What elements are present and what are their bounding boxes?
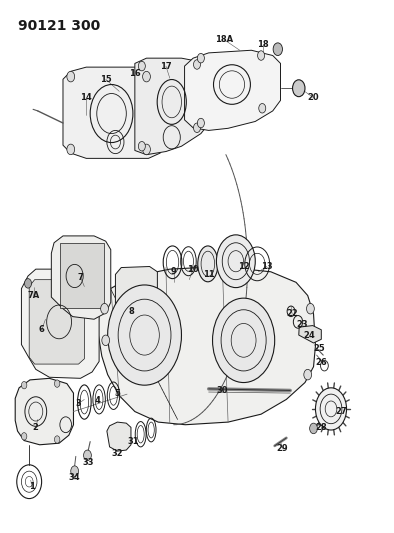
Circle shape: [258, 51, 265, 60]
Text: 15: 15: [100, 75, 112, 84]
Polygon shape: [60, 243, 104, 308]
Circle shape: [138, 141, 145, 151]
Polygon shape: [107, 422, 131, 451]
Circle shape: [193, 60, 201, 69]
Circle shape: [197, 118, 204, 128]
Polygon shape: [115, 266, 157, 315]
Text: 11: 11: [203, 270, 214, 279]
Circle shape: [21, 433, 27, 440]
Circle shape: [108, 285, 182, 385]
Circle shape: [67, 71, 74, 82]
Circle shape: [54, 380, 60, 387]
Text: 6: 6: [39, 325, 45, 334]
Text: 10: 10: [187, 265, 199, 273]
Circle shape: [259, 103, 266, 113]
Text: 32: 32: [112, 449, 123, 458]
Text: 28: 28: [316, 423, 327, 432]
Text: 90121 300: 90121 300: [18, 19, 100, 33]
Text: 7A: 7A: [28, 291, 40, 300]
Text: 14: 14: [80, 93, 92, 102]
Polygon shape: [184, 50, 281, 131]
Text: 22: 22: [286, 310, 298, 319]
Polygon shape: [98, 266, 316, 425]
Text: 2: 2: [33, 423, 39, 432]
Text: 1: 1: [29, 482, 35, 491]
Text: 20: 20: [308, 93, 320, 102]
Circle shape: [216, 235, 255, 288]
Polygon shape: [21, 269, 99, 378]
Circle shape: [212, 298, 275, 383]
Circle shape: [310, 423, 318, 434]
Circle shape: [304, 369, 312, 380]
Text: 34: 34: [69, 473, 80, 482]
Circle shape: [193, 123, 201, 133]
Polygon shape: [135, 58, 211, 155]
Circle shape: [67, 144, 74, 155]
Text: 25: 25: [314, 344, 325, 353]
Text: 18A: 18A: [215, 35, 233, 44]
Polygon shape: [63, 67, 166, 158]
Polygon shape: [29, 280, 84, 364]
Text: 23: 23: [296, 320, 308, 329]
Polygon shape: [299, 326, 321, 343]
Circle shape: [100, 303, 108, 314]
Text: 18: 18: [257, 41, 269, 50]
Text: 27: 27: [335, 407, 347, 416]
Circle shape: [84, 450, 91, 461]
Text: 12: 12: [238, 262, 249, 271]
Text: 30: 30: [216, 386, 228, 395]
Polygon shape: [51, 236, 111, 319]
Circle shape: [307, 303, 314, 314]
Text: 7: 7: [78, 272, 84, 281]
Text: 26: 26: [316, 358, 327, 367]
Circle shape: [316, 388, 347, 430]
Text: 16: 16: [129, 69, 141, 78]
Text: 17: 17: [160, 62, 172, 70]
Circle shape: [143, 71, 151, 82]
Circle shape: [102, 335, 110, 345]
Text: 29: 29: [277, 444, 288, 453]
Circle shape: [24, 279, 32, 288]
Circle shape: [138, 61, 145, 71]
Text: 4: 4: [95, 397, 101, 406]
Circle shape: [197, 53, 204, 63]
Text: 31: 31: [127, 437, 139, 446]
Circle shape: [293, 80, 305, 96]
Polygon shape: [15, 378, 73, 445]
Text: 8: 8: [128, 307, 134, 316]
Ellipse shape: [198, 246, 218, 282]
Text: 5: 5: [114, 389, 120, 398]
Circle shape: [71, 466, 78, 477]
Circle shape: [273, 43, 282, 55]
Circle shape: [21, 382, 27, 389]
Text: 33: 33: [82, 458, 94, 467]
Text: 13: 13: [261, 262, 273, 271]
Text: 9: 9: [171, 267, 177, 276]
Text: 3: 3: [76, 399, 82, 408]
Circle shape: [54, 436, 60, 443]
Text: 24: 24: [304, 330, 316, 340]
Circle shape: [143, 144, 151, 155]
